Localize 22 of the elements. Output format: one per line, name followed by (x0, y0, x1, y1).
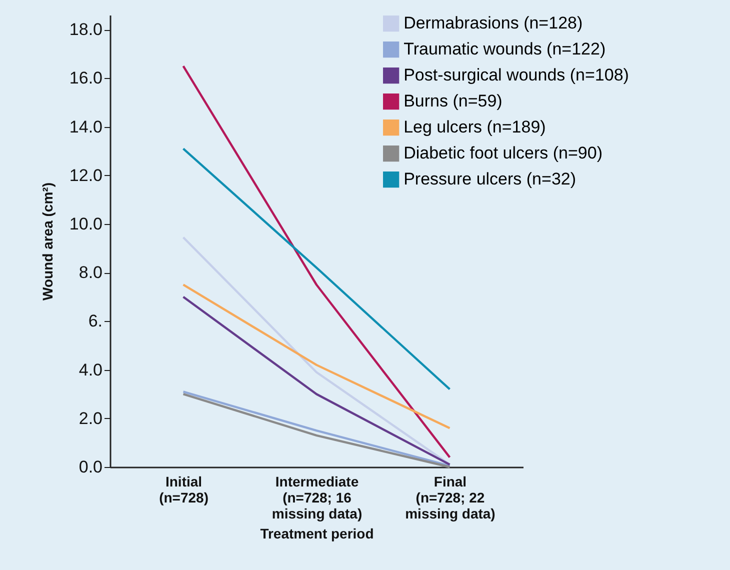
y-tick-label: 8.0 (78, 263, 102, 282)
legend-label: Burns (n=59) (404, 92, 502, 110)
y-axis-title: Wound area (cm²) (39, 182, 56, 300)
y-tick-label: 14.0 (69, 117, 102, 136)
legend-label: Pressure ulcers (n=32) (404, 170, 576, 188)
x-tick-label: Intermediate (n=728; 16 missing data) (272, 474, 362, 522)
legend-label: Dermabrasions (n=128) (404, 14, 583, 32)
x-axis-title: Treatment period (260, 526, 374, 542)
y-tick-label: 18.0 (69, 20, 102, 40)
legend-label: Traumatic wounds (n=122) (404, 40, 606, 58)
legend-label: Leg ulcers (n=189) (404, 118, 546, 136)
x-tick-label: Initial (n=728) (159, 474, 208, 506)
x-tick-label: Final (n=728; 22 missing data) (405, 474, 496, 522)
y-tick-label: 16.0 (69, 68, 102, 88)
y-tick-label: 2.0 (78, 408, 102, 428)
y-tick-label: 12.0 (69, 166, 102, 185)
y-tick-label: 6. (88, 312, 102, 331)
legend-label: Diabetic foot ulcers (n=90) (404, 144, 602, 162)
legend-label: Post-surgical wounds (n=108) (404, 66, 629, 84)
y-tick-label: 0.0 (78, 458, 102, 476)
y-tick-label: 4.0 (78, 360, 102, 380)
y-tick-label: 10.0 (69, 214, 102, 234)
